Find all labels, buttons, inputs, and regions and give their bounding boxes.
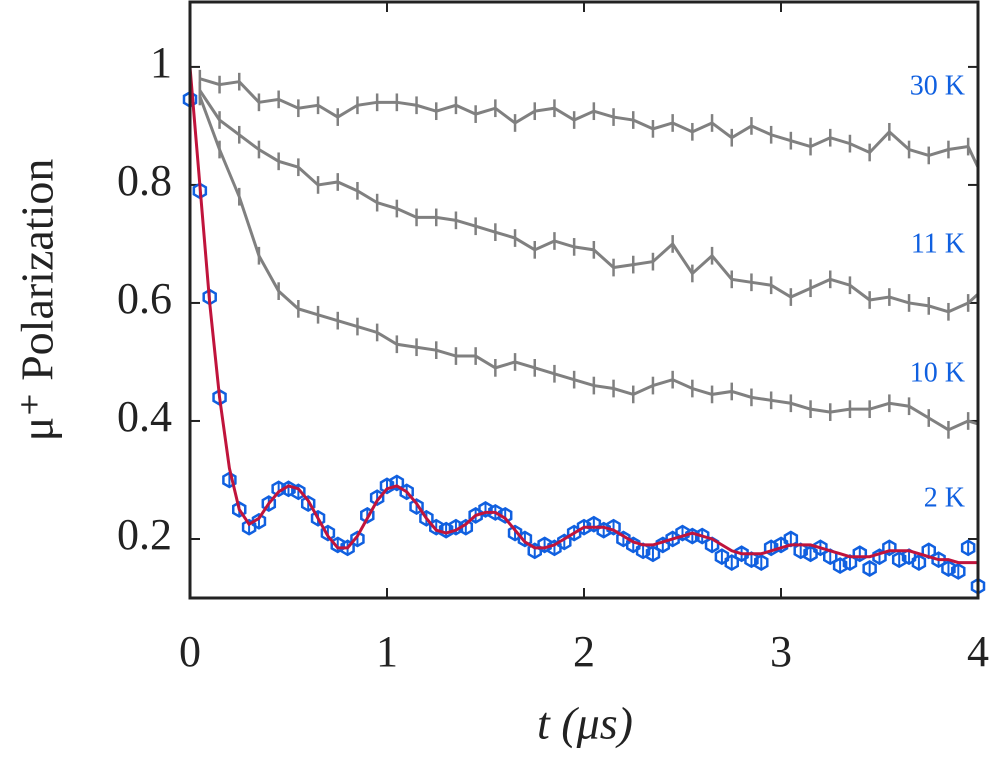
marker bbox=[941, 560, 956, 577]
x-axis-label: t (μs) bbox=[537, 698, 633, 749]
marker bbox=[626, 536, 641, 554]
marker bbox=[458, 518, 474, 536]
marker bbox=[310, 509, 326, 527]
marker bbox=[832, 557, 848, 574]
marker bbox=[675, 524, 690, 542]
marker bbox=[576, 518, 592, 536]
x-tick-label: 0 bbox=[179, 627, 201, 676]
marker bbox=[793, 542, 808, 560]
marker bbox=[714, 548, 730, 566]
plot-frame bbox=[188, 0, 980, 600]
y-tick-label: 0.6 bbox=[117, 274, 172, 323]
marker bbox=[320, 524, 336, 542]
series-label: 11 K bbox=[911, 228, 965, 259]
marker bbox=[763, 539, 779, 557]
y-tick-label: 0.8 bbox=[117, 156, 172, 205]
series-line bbox=[198, 89, 980, 314]
series-label: 2 K bbox=[924, 482, 965, 513]
y-tick-label: 1 bbox=[150, 38, 172, 87]
marker bbox=[379, 477, 395, 495]
series-label: 30 K bbox=[910, 70, 965, 101]
y-tick-label: 0.4 bbox=[117, 392, 172, 441]
marker bbox=[350, 530, 365, 548]
marker bbox=[261, 495, 277, 513]
marker bbox=[754, 554, 769, 572]
marker bbox=[694, 527, 710, 545]
marker bbox=[773, 536, 789, 554]
marker bbox=[409, 498, 424, 515]
marker bbox=[438, 521, 454, 539]
marker bbox=[497, 506, 513, 524]
marker bbox=[507, 524, 523, 542]
marker bbox=[862, 560, 877, 577]
marker bbox=[803, 545, 818, 563]
marker bbox=[882, 539, 897, 557]
marker bbox=[606, 518, 621, 536]
marker bbox=[251, 512, 267, 530]
marker bbox=[911, 554, 927, 572]
marker bbox=[635, 542, 651, 560]
marker bbox=[951, 562, 966, 580]
marker bbox=[537, 536, 552, 554]
marker bbox=[478, 501, 493, 518]
marker bbox=[744, 551, 759, 569]
marker bbox=[389, 474, 405, 492]
marker bbox=[616, 530, 631, 548]
series-label: 10 K bbox=[910, 357, 965, 388]
marker bbox=[665, 530, 680, 548]
x-tick-label: 2 bbox=[573, 627, 595, 676]
marker bbox=[813, 539, 828, 557]
marker bbox=[891, 551, 907, 569]
x-tick-label: 4 bbox=[967, 627, 989, 676]
marker bbox=[232, 501, 247, 518]
marker bbox=[360, 506, 375, 524]
x-tick-label: 3 bbox=[770, 627, 792, 676]
marker bbox=[468, 506, 483, 524]
x-tick-label: 1 bbox=[376, 627, 398, 676]
marker bbox=[852, 545, 868, 563]
marker bbox=[931, 551, 946, 569]
series-line bbox=[198, 95, 979, 432]
marker bbox=[300, 495, 316, 513]
y-tick-label: 0.2 bbox=[117, 510, 172, 559]
fit-line bbox=[188, 66, 978, 565]
marker bbox=[734, 545, 749, 563]
marker bbox=[281, 480, 296, 498]
series-line bbox=[199, 77, 980, 168]
marker bbox=[222, 471, 237, 489]
y-axis-label: μ⁺ Polarization bbox=[12, 159, 63, 442]
marker bbox=[488, 503, 503, 521]
marker bbox=[419, 509, 434, 527]
marker bbox=[960, 539, 976, 557]
marker bbox=[586, 515, 602, 533]
marker bbox=[547, 539, 562, 557]
marker bbox=[241, 518, 257, 536]
